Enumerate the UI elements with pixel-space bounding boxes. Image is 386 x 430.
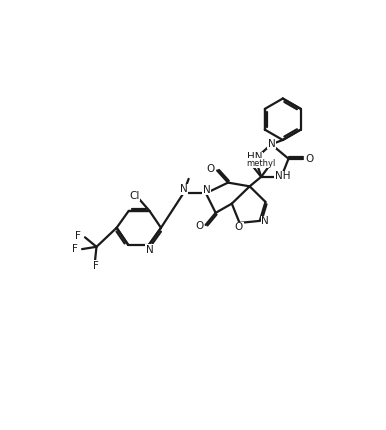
- Text: HN: HN: [247, 152, 262, 162]
- Text: methyl: methyl: [246, 159, 276, 168]
- Text: O: O: [235, 222, 243, 232]
- Text: Cl: Cl: [129, 191, 139, 201]
- Text: N: N: [261, 216, 269, 227]
- Text: N: N: [180, 184, 188, 194]
- Text: F: F: [93, 261, 98, 271]
- Text: O: O: [207, 164, 215, 174]
- Text: N: N: [203, 184, 210, 194]
- Text: N: N: [146, 245, 153, 255]
- Text: N: N: [268, 139, 276, 149]
- Text: F: F: [75, 231, 81, 241]
- Text: O: O: [195, 221, 203, 231]
- Text: NH: NH: [275, 171, 291, 181]
- Text: O: O: [306, 154, 314, 164]
- Text: F: F: [72, 243, 78, 254]
